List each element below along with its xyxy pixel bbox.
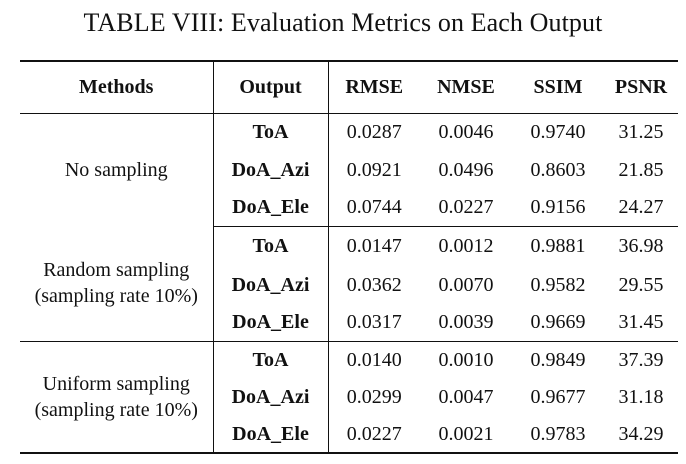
- psnr-cell: 24.27: [604, 189, 678, 227]
- table-row: DoA_Azi 0.0362 0.0070 0.9582 29.55: [20, 267, 678, 304]
- nmse-cell: 0.0227: [420, 189, 512, 227]
- method-cell-no-sampling: No sampling: [20, 113, 214, 226]
- table-caption: TABLE VIII: Evaluation Metrics on Each O…: [83, 8, 603, 37]
- output-cell: DoA_Ele: [213, 304, 329, 342]
- rmse-cell: 0.0147: [346, 235, 402, 258]
- header-row: Methods Output RMSE NMSE SSIM PSNR: [20, 60, 678, 114]
- header-output: Output: [213, 60, 329, 114]
- ssim-cell: 0.8603: [530, 159, 586, 181]
- rmse-cell: 0.0140: [346, 348, 402, 371]
- header-rmse: RMSE: [328, 60, 420, 114]
- metrics-table-container: Methods Output RMSE NMSE SSIM PSNR No sa…: [20, 60, 678, 454]
- method-label-line1: Uniform sampling: [42, 372, 190, 395]
- psnr-cell: 31.25: [618, 121, 664, 144]
- table-row: No sampling ToA 0.0287 0.0046 0.9740 31.…: [20, 113, 678, 226]
- output-cell: DoA_Ele: [213, 416, 329, 454]
- ssim-cell: 0.9669: [512, 304, 604, 342]
- metrics-table: Methods Output RMSE NMSE SSIM PSNR No sa…: [20, 60, 678, 454]
- nmse-cell: 0.0070: [438, 274, 494, 296]
- output-cell: DoA_Azi: [213, 152, 329, 189]
- method-cell-uniform-sampling: Uniform sampling (sampling rate 10%): [20, 341, 214, 454]
- table-row: DoA_Ele 0.0227 0.0021 0.9783 34.29: [20, 416, 678, 454]
- rmse-cell: 0.0921: [346, 159, 402, 181]
- ssim-cell: 0.9881: [530, 235, 586, 258]
- psnr-cell: 37.39: [618, 348, 664, 371]
- header-nmse: NMSE: [420, 60, 512, 114]
- nmse-cell: 0.0047: [438, 386, 494, 408]
- nmse-cell: 0.0046: [438, 121, 494, 144]
- header-psnr: PSNR: [604, 60, 678, 114]
- nmse-cell: 0.0010: [438, 348, 494, 371]
- method-cell-random-sampling: Random sampling (sampling rate 10%): [20, 226, 214, 342]
- header-methods: Methods: [20, 60, 214, 114]
- table-row: DoA_Azi 0.0299 0.0047 0.9677 31.18: [20, 379, 678, 416]
- output-cell: ToA: [213, 113, 329, 152]
- psnr-cell: 29.55: [618, 274, 664, 296]
- psnr-cell: 36.98: [618, 235, 664, 258]
- method-label-line2: (sampling rate 10%): [34, 285, 198, 308]
- rmse-cell: 0.0317: [328, 304, 420, 342]
- method-label-line1: No sampling: [64, 158, 168, 181]
- method-label-line2: (sampling rate 10%): [34, 398, 198, 421]
- method-label-line1: Random sampling: [43, 259, 190, 282]
- ssim-cell: 0.9740: [530, 121, 586, 144]
- table-row: Random sampling (sampling rate 10%) ToA …: [20, 226, 678, 342]
- table-row: DoA_Ele 0.0317 0.0039 0.9669 31.45: [20, 304, 678, 342]
- psnr-cell: 31.18: [618, 386, 664, 408]
- nmse-cell: 0.0021: [420, 416, 512, 454]
- ssim-cell: 0.9783: [512, 416, 604, 454]
- rmse-cell: 0.0362: [346, 274, 402, 296]
- ssim-cell: 0.9156: [512, 189, 604, 227]
- ssim-cell: 0.9849: [530, 348, 586, 371]
- ssim-cell: 0.9582: [530, 274, 586, 296]
- table-row: DoA_Azi 0.0921 0.0496 0.8603 21.85: [20, 152, 678, 189]
- psnr-cell: 34.29: [604, 416, 678, 454]
- psnr-cell: 21.85: [618, 159, 664, 181]
- rmse-cell: 0.0744: [328, 189, 420, 227]
- ssim-cell: 0.9677: [530, 386, 586, 408]
- nmse-cell: 0.0039: [420, 304, 512, 342]
- output-cell: DoA_Ele: [213, 189, 329, 227]
- output-cell: ToA: [213, 226, 329, 267]
- table-row: Uniform sampling (sampling rate 10%) ToA…: [20, 341, 678, 454]
- psnr-cell: 31.45: [604, 304, 678, 342]
- nmse-cell: 0.0496: [438, 159, 494, 181]
- rmse-cell: 0.0287: [346, 121, 402, 144]
- output-cell: DoA_Azi: [213, 267, 329, 304]
- header-ssim: SSIM: [512, 60, 604, 114]
- table-row: DoA_Ele 0.0744 0.0227 0.9156 24.27: [20, 189, 678, 227]
- output-cell: DoA_Azi: [213, 379, 329, 416]
- rmse-cell: 0.0299: [346, 386, 402, 408]
- table-header: Methods Output RMSE NMSE SSIM PSNR: [20, 60, 678, 114]
- table-body: No sampling ToA 0.0287 0.0046 0.9740 31.…: [20, 113, 678, 454]
- nmse-cell: 0.0012: [438, 235, 494, 258]
- output-cell: ToA: [213, 341, 329, 379]
- rmse-cell: 0.0227: [328, 416, 420, 454]
